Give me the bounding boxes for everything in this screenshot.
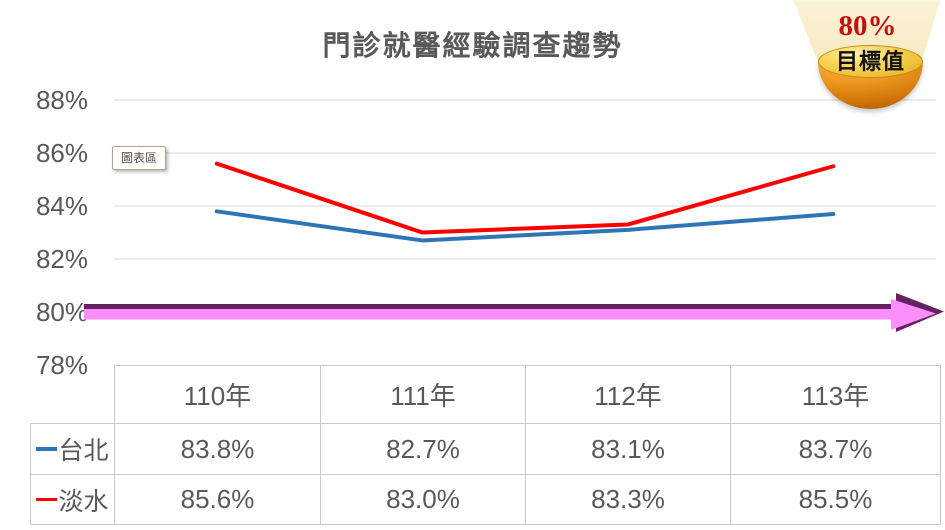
table-row-taipei: 台北 83.8% 82.7% 83.1% 83.7% <box>30 423 941 475</box>
target-value-label: 目標值 <box>835 48 905 74</box>
y-axis-tick-label-80: 80% <box>36 297 88 327</box>
chart-title: 門診就醫經驗調查趨勢 <box>322 30 623 61</box>
series-label-taipei: 台北 <box>30 423 115 475</box>
series-name-tamsui: 淡水 <box>58 487 109 516</box>
tamsui-line-marker-icon <box>36 497 58 502</box>
chart-area-tooltip: 圖表區 <box>112 146 167 170</box>
value-cell-taipei-111: 82.7% <box>320 423 526 475</box>
y-axis-tick-label-84: 84% <box>36 191 88 221</box>
col-header-112: 112年 <box>525 365 731 424</box>
target-arrow[interactable] <box>84 299 936 330</box>
series-line-tamsui[interactable] <box>214 161 836 235</box>
y-axis-tick-label-86: 86% <box>36 138 88 168</box>
table-row-tamsui: 淡水 85.6% 83.0% 83.3% 85.5% <box>30 474 941 525</box>
col-header-111: 111年 <box>320 365 526 424</box>
value-cell-tamsui-112: 83.3% <box>525 474 731 525</box>
series-name-taipei: 台北 <box>58 437 109 465</box>
value-cell-tamsui-111: 83.0% <box>320 474 526 525</box>
col-header-110: 110年 <box>114 365 321 424</box>
target-badge: 目標值 80% <box>790 0 945 120</box>
y-axis-tick-label-88: 88% <box>36 85 88 115</box>
table-corner-cell <box>30 365 115 424</box>
value-cell-tamsui-113: 85.5% <box>730 474 941 525</box>
series-label-tamsui: 淡水 <box>30 474 115 525</box>
badge-sphere-lid-icon: 目標值 <box>818 45 923 78</box>
value-cell-taipei-112: 83.1% <box>525 423 731 475</box>
data-table: 110年 111年 112年 113年 台北 83.8% 82.7% 83.1%… <box>30 365 941 525</box>
series-line-taipei[interactable] <box>214 209 836 243</box>
taipei-line-marker-icon <box>36 447 58 451</box>
table-header-row: 110年 111年 112年 113年 <box>30 365 941 424</box>
value-cell-tamsui-110: 85.6% <box>114 474 321 525</box>
value-cell-taipei-113: 83.7% <box>730 423 941 475</box>
value-cell-taipei-110: 83.8% <box>114 423 321 475</box>
col-header-113: 113年 <box>730 365 941 424</box>
y-axis-tick-label-82: 82% <box>36 244 88 274</box>
target-percent-label: 80% <box>838 10 897 42</box>
